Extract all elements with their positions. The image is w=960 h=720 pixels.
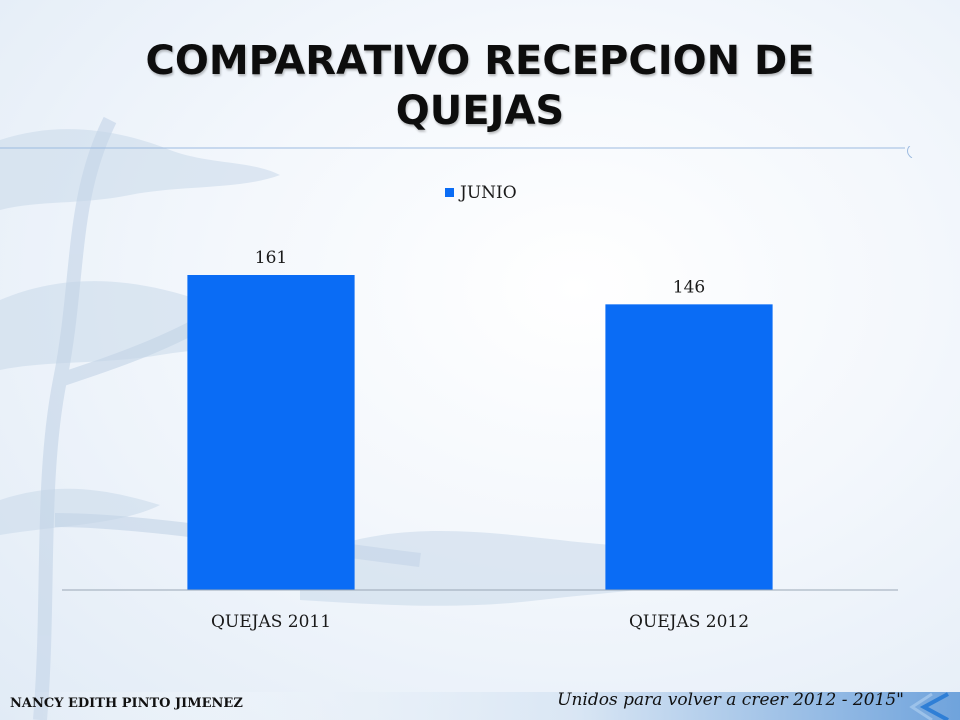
- slide-title-line-1: COMPARATIVO RECEPCION DE: [145, 38, 815, 84]
- slide-title-line-2: QUEJAS: [395, 88, 565, 134]
- footer-author: NANCY EDITH PINTO JIMENEZ: [10, 696, 243, 711]
- data-label-quejas-2011: 161: [255, 248, 287, 268]
- legend-swatch: [445, 188, 454, 197]
- x-tick-label-quejas-2012: QUEJAS 2012: [629, 612, 749, 632]
- chevron-left-icon: [919, 692, 949, 720]
- bar-quejas-2011: [187, 275, 355, 590]
- footer-slogan: Unidos para volver a creer 2012 - 2015": [557, 690, 904, 710]
- x-tick-label-quejas-2011: QUEJAS 2011: [211, 612, 331, 632]
- bar-chart: JUNIO 161 146 QUEJAS 2011 QUEJAS 2012: [62, 183, 898, 632]
- legend-label: JUNIO: [458, 183, 517, 203]
- slide-title: COMPARATIVO RECEPCION DE QUEJAS: [70, 36, 890, 136]
- footer-band: [0, 692, 960, 720]
- bar-quejas-2012: [605, 304, 773, 590]
- data-label-quejas-2012: 146: [673, 277, 705, 297]
- title-divider: [0, 146, 913, 158]
